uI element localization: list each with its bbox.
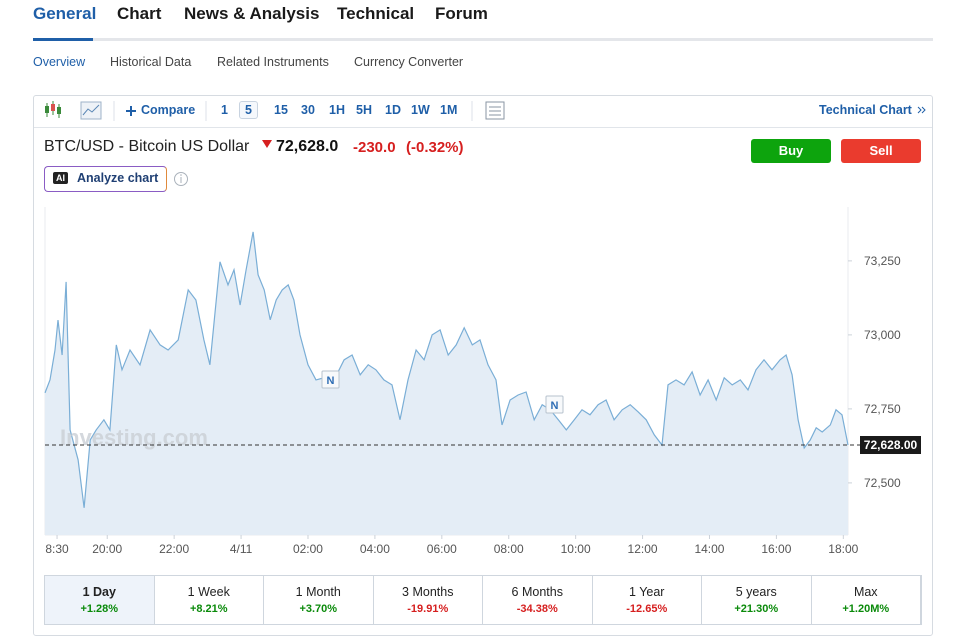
tab[interactable]: News & Analysis	[184, 4, 320, 23]
tab-rule	[33, 38, 933, 41]
period-change: -34.38%	[516, 603, 558, 615]
price: 72,628.0	[276, 138, 339, 155]
chart-card	[33, 95, 933, 636]
active-tab-underline	[33, 38, 93, 41]
period-label: Max	[853, 585, 878, 599]
period-change: +8.21%	[189, 603, 228, 615]
period-change: +1.28%	[80, 603, 119, 615]
technical-chart-link[interactable]: Technical Chart	[819, 103, 912, 117]
tab[interactable]: Chart	[117, 4, 162, 23]
period-cell[interactable]: 5 years +21.30%	[702, 576, 812, 624]
interval-button[interactable]: 15	[274, 103, 288, 117]
subnav-link[interactable]: Related Instruments	[217, 55, 329, 69]
toolbar-rule	[34, 127, 932, 128]
instrument-name: BTC/USD - Bitcoin US Dollar	[44, 138, 250, 155]
down-arrow	[262, 140, 272, 148]
period-cell[interactable]: Max +1.20M%	[812, 576, 921, 624]
period-change: -19.91%	[407, 603, 449, 615]
change: -230.0	[353, 139, 396, 156]
period-cell[interactable]: 1 Month +3.70%	[264, 576, 374, 624]
period-cell[interactable]: 3 Months -19.91%	[374, 576, 483, 624]
interval-button[interactable]: 1M	[440, 103, 458, 117]
interval-button[interactable]: 1H	[329, 103, 345, 117]
change-percent: (-0.32%)	[406, 139, 464, 156]
period-label: 5 years	[735, 585, 777, 599]
period-change: +21.30%	[734, 603, 779, 615]
ai-badge: AI	[53, 172, 68, 184]
period-label: 1 Year	[629, 585, 665, 599]
period-change: -12.65%	[626, 603, 668, 615]
subnav-link[interactable]: Currency Converter	[354, 55, 464, 69]
period-cell[interactable]: 1 Week +8.21%	[155, 576, 264, 624]
interval-button[interactable]: 30	[301, 103, 315, 117]
interval-button[interactable]: 1	[221, 103, 228, 117]
tab[interactable]: Forum	[435, 4, 488, 23]
compare-button[interactable]: Compare	[141, 103, 196, 117]
analyze-chart-button[interactable]	[44, 166, 167, 192]
period-table-border	[44, 575, 922, 625]
period-label: 3 Months	[402, 585, 454, 599]
interval-button[interactable]: 5	[239, 101, 258, 119]
period-cell[interactable]: 1 Day +1.28%	[45, 576, 155, 624]
period-cell[interactable]: 6 Months -34.38%	[483, 576, 593, 624]
period-label: 1 Week	[187, 585, 230, 599]
period-label: 6 Months	[511, 585, 563, 599]
period-label: 1 Day	[82, 585, 116, 599]
subnav-link[interactable]: Historical Data	[110, 55, 192, 69]
tab[interactable]: Technical	[337, 4, 415, 23]
period-change: +3.70%	[299, 603, 338, 615]
period-change: +1.20M%	[842, 603, 890, 615]
analyze-chart-label: Analyze chart	[77, 171, 159, 185]
interval-button[interactable]: 5H	[356, 103, 372, 117]
sell-button[interactable]: Sell	[841, 139, 921, 163]
buy-button[interactable]: Buy	[751, 139, 831, 163]
tab[interactable]: General	[33, 4, 97, 23]
interval-button[interactable]: 1D	[385, 103, 401, 117]
period-label: 1 Month	[295, 585, 341, 599]
interval-button[interactable]: 1W	[411, 103, 430, 117]
subnav-link[interactable]: Overview	[33, 55, 86, 69]
period-cell[interactable]: 1 Year -12.65%	[593, 576, 702, 624]
